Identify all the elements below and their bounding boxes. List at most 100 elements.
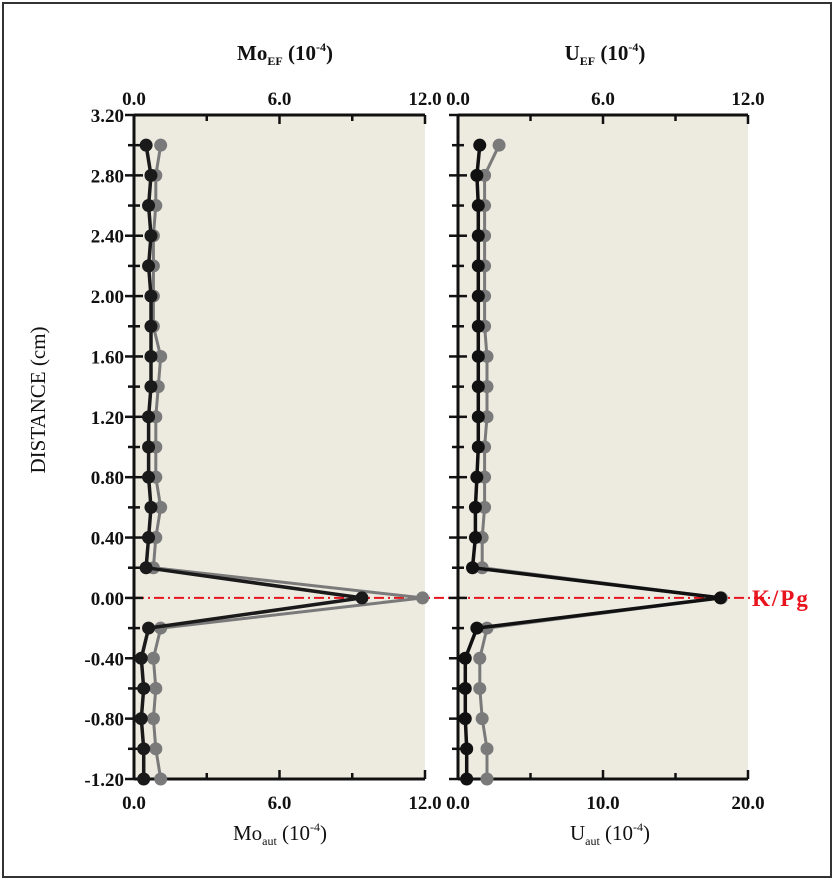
left-series-point-bottom <box>142 621 156 635</box>
left-series-point-bottom <box>137 681 151 695</box>
y-tick-label: -0.80 <box>84 710 124 731</box>
right-series-line-bottom <box>463 145 723 779</box>
y-tick-label: 0.40 <box>91 529 124 550</box>
left-top-axis-title: MoEF (10-4) <box>237 40 333 68</box>
top-x-tick-label: 6.0 <box>268 89 292 110</box>
right-series-point-bottom <box>460 742 474 756</box>
right-series-point-top <box>473 651 487 665</box>
left-series-point-bottom <box>144 168 158 182</box>
bottom-x-tick-label: 12.0 <box>408 793 441 814</box>
left-series-point-bottom <box>355 591 369 605</box>
left-series-point-bottom <box>142 470 156 484</box>
top-x-tick-label: 0.0 <box>122 89 146 110</box>
right-series-point-top <box>473 681 487 695</box>
left-series-point-top <box>154 349 168 363</box>
left-series-point-bottom <box>142 531 156 545</box>
y-tick-label: 0.80 <box>91 468 124 489</box>
left-panel-background <box>134 115 425 779</box>
top-x-tick-label: 12.0 <box>408 89 441 110</box>
right-panel: 0.0 6.0 12.0 0.0 10.0 20.0 <box>446 89 765 814</box>
right-series-point-bottom <box>713 591 727 605</box>
right-series-point-bottom <box>458 651 472 665</box>
right-series-point-top <box>480 742 494 756</box>
right-series-point-bottom <box>468 531 482 545</box>
top-x-tick-label: 12.0 <box>731 89 764 110</box>
right-series-point-bottom <box>471 229 485 243</box>
kpg-boundary-label: K/Pg <box>752 586 810 611</box>
y-tick-label: 1.20 <box>91 408 124 429</box>
left-series-line-bottom <box>139 144 364 779</box>
left-series-point-bottom <box>144 229 158 243</box>
y-tick-label: 0.00 <box>91 589 124 610</box>
left-series-point-top <box>146 712 160 726</box>
right-series-point-bottom <box>466 561 479 575</box>
left-series-point-bottom <box>137 772 151 786</box>
left-series-point-bottom <box>142 410 156 424</box>
right-series-point-bottom <box>470 621 484 635</box>
left-panel: 0.0 6.0 12.0 0.0 6.0 12.0 <box>122 89 442 814</box>
right-series-point-bottom <box>458 712 472 726</box>
left-series-point-bottom <box>144 349 158 363</box>
right-series-point-top <box>478 500 492 514</box>
left-series-point-top <box>154 500 168 514</box>
left-series-point-bottom <box>134 651 148 665</box>
left-series-point-bottom <box>144 380 158 394</box>
right-series-point-bottom <box>471 259 485 273</box>
left-series-point-bottom <box>144 500 158 514</box>
bottom-x-tick-label: 20.0 <box>731 793 764 814</box>
left-series-point-bottom <box>139 138 153 152</box>
right-series-point-bottom <box>458 681 472 695</box>
left-series-point-bottom <box>142 199 156 213</box>
right-series-point-bottom <box>471 289 485 303</box>
y-axis-title: DISTANCE (cm) <box>26 326 50 473</box>
right-series-point-top <box>480 772 494 786</box>
y-tick-label: 2.00 <box>91 287 124 308</box>
right-series-point-bottom <box>471 410 485 424</box>
right-panel-background <box>458 115 748 779</box>
left-series-point-top <box>146 651 160 665</box>
left-series-point-bottom <box>142 440 156 454</box>
left-series-point-bottom <box>144 319 158 333</box>
right-series-point-top <box>492 138 506 152</box>
left-series-point-top <box>154 138 168 152</box>
bottom-x-tick-label: 6.0 <box>268 793 292 814</box>
y-tick-label: 2.80 <box>91 166 124 187</box>
top-x-tick-label: 6.0 <box>591 89 615 110</box>
left-series-point-top <box>149 742 163 756</box>
left-series-point-bottom <box>139 561 153 575</box>
right-series-point-bottom <box>468 500 482 514</box>
y-tick-label: 2.40 <box>91 227 124 248</box>
right-series-point-top <box>475 712 489 726</box>
y-tick-label: 3.20 <box>91 106 124 127</box>
left-bottom-axis-title: Moaut (10-4) <box>233 820 327 848</box>
right-bottom-axis-title: Uaut (10-4) <box>570 820 650 848</box>
left-series-point-top <box>149 681 163 695</box>
left-series-line-top <box>151 144 425 780</box>
right-series-point-bottom <box>471 199 485 213</box>
right-series-point-bottom <box>460 772 474 786</box>
right-series-point-bottom <box>471 319 485 333</box>
right-series-point-bottom <box>471 440 485 454</box>
top-x-tick-label: 0.0 <box>446 89 470 110</box>
right-series-point-bottom <box>473 138 487 152</box>
right-series-point-bottom <box>470 168 484 182</box>
y-tick-label: -0.40 <box>84 649 124 670</box>
bottom-x-tick-label: 10.0 <box>586 793 619 814</box>
y-axis: 3.20 2.80 2.40 2.00 1.60 1.20 0.80 0.40 0.00 -0.4… <box>84 106 124 791</box>
right-series-point-bottom <box>471 349 485 363</box>
right-series-point-bottom <box>470 470 484 484</box>
left-series-point-bottom <box>144 289 158 303</box>
left-series-point-bottom <box>142 259 156 273</box>
y-tick-label: -1.20 <box>84 770 124 791</box>
right-top-axis-title: UEF (10-4) <box>565 40 646 68</box>
bottom-x-tick-label: 0.0 <box>122 793 146 814</box>
right-series-line-top <box>478 144 723 779</box>
bottom-x-tick-label: 0.0 <box>446 793 470 814</box>
left-series-point-top <box>416 591 430 605</box>
right-series-point-bottom <box>471 380 485 394</box>
y-tick-label: 1.60 <box>91 347 124 368</box>
left-series-point-bottom <box>137 742 151 756</box>
left-series-point-top <box>154 772 168 786</box>
